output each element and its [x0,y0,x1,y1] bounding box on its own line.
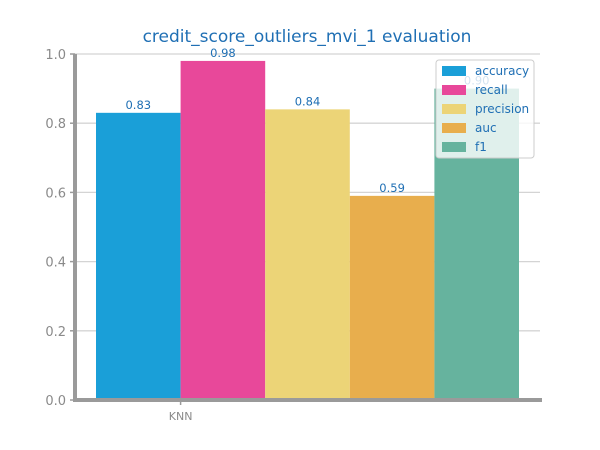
x-category-label: KNN [169,410,193,423]
legend-swatch-accuracy [442,66,466,76]
y-tick-label: 0.2 [45,325,66,340]
bar-precision [265,109,350,401]
x-axis-categories: KNN [169,400,193,423]
legend-label-f1: f1 [475,140,487,154]
y-axis-ticks: 0.0 0.2 0.4 0.6 0.8 1.0 [45,48,75,409]
legend-label-accuracy: accuracy [475,64,529,78]
y-tick-label: 0.4 [45,256,66,271]
bar-recall [180,60,266,401]
legend-label-auc: auc [475,121,497,135]
legend: accuracy recall precision auc f1 [435,59,535,159]
data-label-precision: 0.84 [295,94,321,108]
bars [96,60,519,401]
data-label-accuracy: 0.83 [125,98,151,112]
data-label-recall: 0.98 [210,46,236,60]
data-label-auc: 0.59 [379,181,405,195]
bar-auc [349,195,435,400]
chart-title: credit_score_outliers_mvi_1 evaluation [143,27,472,47]
legend-label-precision: precision [475,102,529,116]
legend-box [435,59,535,159]
legend-swatch-f1 [442,142,466,152]
axes [73,54,542,402]
y-tick-label: 0.6 [45,186,66,201]
legend-swatch-recall [442,85,466,95]
legend-swatch-auc [442,123,466,133]
bar-accuracy [96,112,181,400]
legend-label-recall: recall [475,83,508,97]
legend-swatch-precision [442,104,466,114]
y-tick-label: 0.0 [45,394,66,409]
y-tick-label: 0.8 [45,117,66,132]
y-tick-label: 1.0 [45,48,66,63]
